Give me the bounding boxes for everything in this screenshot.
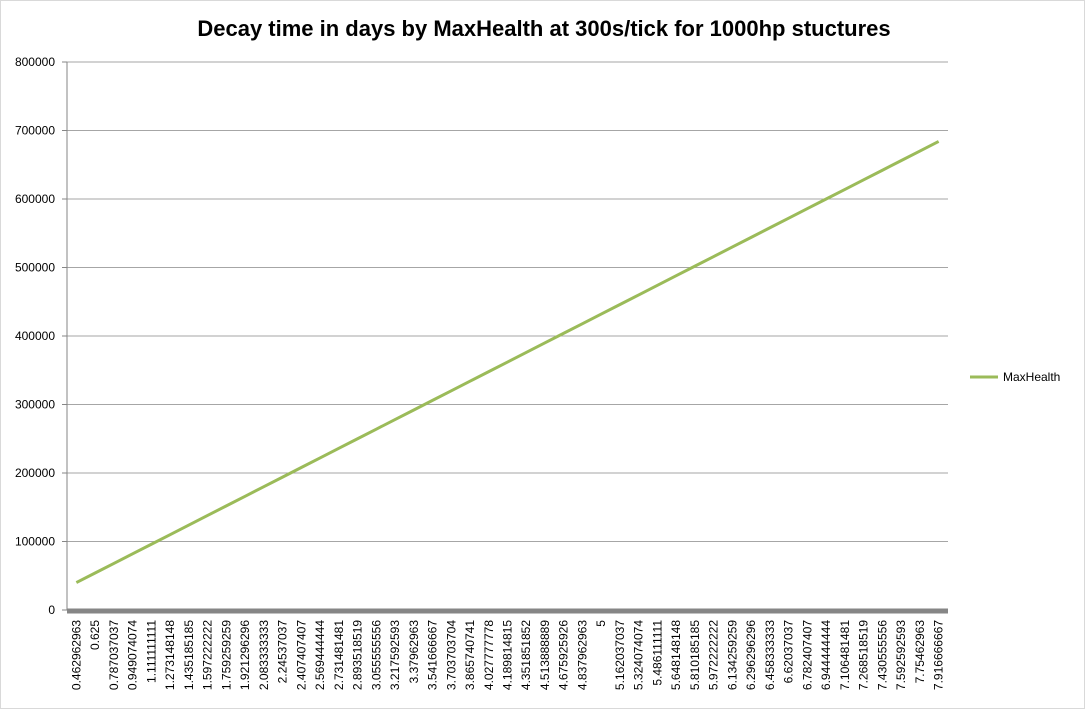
chart-title: Decay time in days by MaxHealth at 300s/… <box>197 16 890 41</box>
x-tick-label: 3.055555556 <box>369 620 383 690</box>
y-tick-label: 200000 <box>15 466 55 480</box>
x-tick-label: 7.268518519 <box>857 620 871 690</box>
x-tick-label: 6.944444444 <box>819 620 833 690</box>
y-tick-label: 100000 <box>15 535 55 549</box>
x-tick-label: 4.675925926 <box>557 620 571 690</box>
x-tick-label: 5.972222222 <box>707 620 721 690</box>
x-tick-label: 6.296296296 <box>744 620 758 690</box>
x-tick-label: 3.865740741 <box>463 620 477 690</box>
x-tick-label: 5.324074074 <box>632 620 646 690</box>
x-tick-label: 6.134259259 <box>725 620 739 690</box>
x-tick-label: 4.513888889 <box>538 620 552 690</box>
x-tick-label: 4.189814815 <box>501 620 515 690</box>
x-tick-label: 2.407407407 <box>294 620 308 690</box>
x-tick-label: 1.273148148 <box>163 620 177 690</box>
x-tick-label: 5.486111111 <box>650 620 664 686</box>
x-tick-label: 6.62037037 <box>782 620 796 684</box>
x-tick-label: 0.949074074 <box>126 620 140 690</box>
x-tick-label: 1.597222222 <box>201 620 215 690</box>
x-tick-label: 3.217592593 <box>388 620 402 690</box>
y-tick-label: 400000 <box>15 329 55 343</box>
x-tick-label: 2.24537037 <box>276 620 290 684</box>
x-tick-label: 7.75462963 <box>913 620 927 684</box>
x-tick-label: 5 <box>594 620 608 627</box>
x-tick-label: 6.782407407 <box>800 620 814 690</box>
x-tick-label: 2.083333333 <box>257 620 271 690</box>
series-line <box>75 140 940 584</box>
legend-label: MaxHealth <box>1003 370 1060 384</box>
x-tick-label: 6.458333333 <box>763 620 777 690</box>
x-tick-label: 2.893518519 <box>351 620 365 690</box>
x-tick-label: 3.37962963 <box>407 620 421 684</box>
x-tick-label: 2.569444444 <box>313 620 327 690</box>
x-tick-label: 3.541666667 <box>426 620 440 690</box>
y-tick-label: 600000 <box>15 192 55 206</box>
x-tick-label: 7.430555556 <box>875 620 889 690</box>
y-tick-label: 0 <box>48 603 55 617</box>
x-tick-label: 1.111111111 <box>144 620 158 683</box>
x-tick-label: 7.106481481 <box>838 620 852 690</box>
x-tick-label: 4.837962963 <box>575 620 589 690</box>
x-tick-label: 1.759259259 <box>219 620 233 690</box>
x-tick-label: 4.027777778 <box>482 620 496 690</box>
x-tick-label: 2.731481481 <box>332 620 346 690</box>
y-tick-label: 500000 <box>15 261 55 275</box>
x-tick-label: 5.810185185 <box>688 620 702 690</box>
y-tick-label: 300000 <box>15 398 55 412</box>
x-tick-label: 3.703703704 <box>444 620 458 690</box>
x-tick-label: 7.916666667 <box>932 620 946 690</box>
x-tick-label: 0.787037037 <box>107 620 121 690</box>
x-tick-label: 5.162037037 <box>613 620 627 690</box>
x-tick-label: 7.592592593 <box>894 620 908 690</box>
x-tick-label: 0.625 <box>88 620 102 650</box>
x-tick-label: 5.648148148 <box>669 620 683 690</box>
x-tick-label: 1.435185185 <box>182 620 196 690</box>
x-tick-label: 4.351851852 <box>519 620 533 690</box>
y-tick-label: 800000 <box>15 55 55 69</box>
y-tick-label: 700000 <box>15 124 55 138</box>
x-tick-label: 1.921296296 <box>238 620 252 690</box>
x-tick-label: 0.462962963 <box>69 620 83 690</box>
